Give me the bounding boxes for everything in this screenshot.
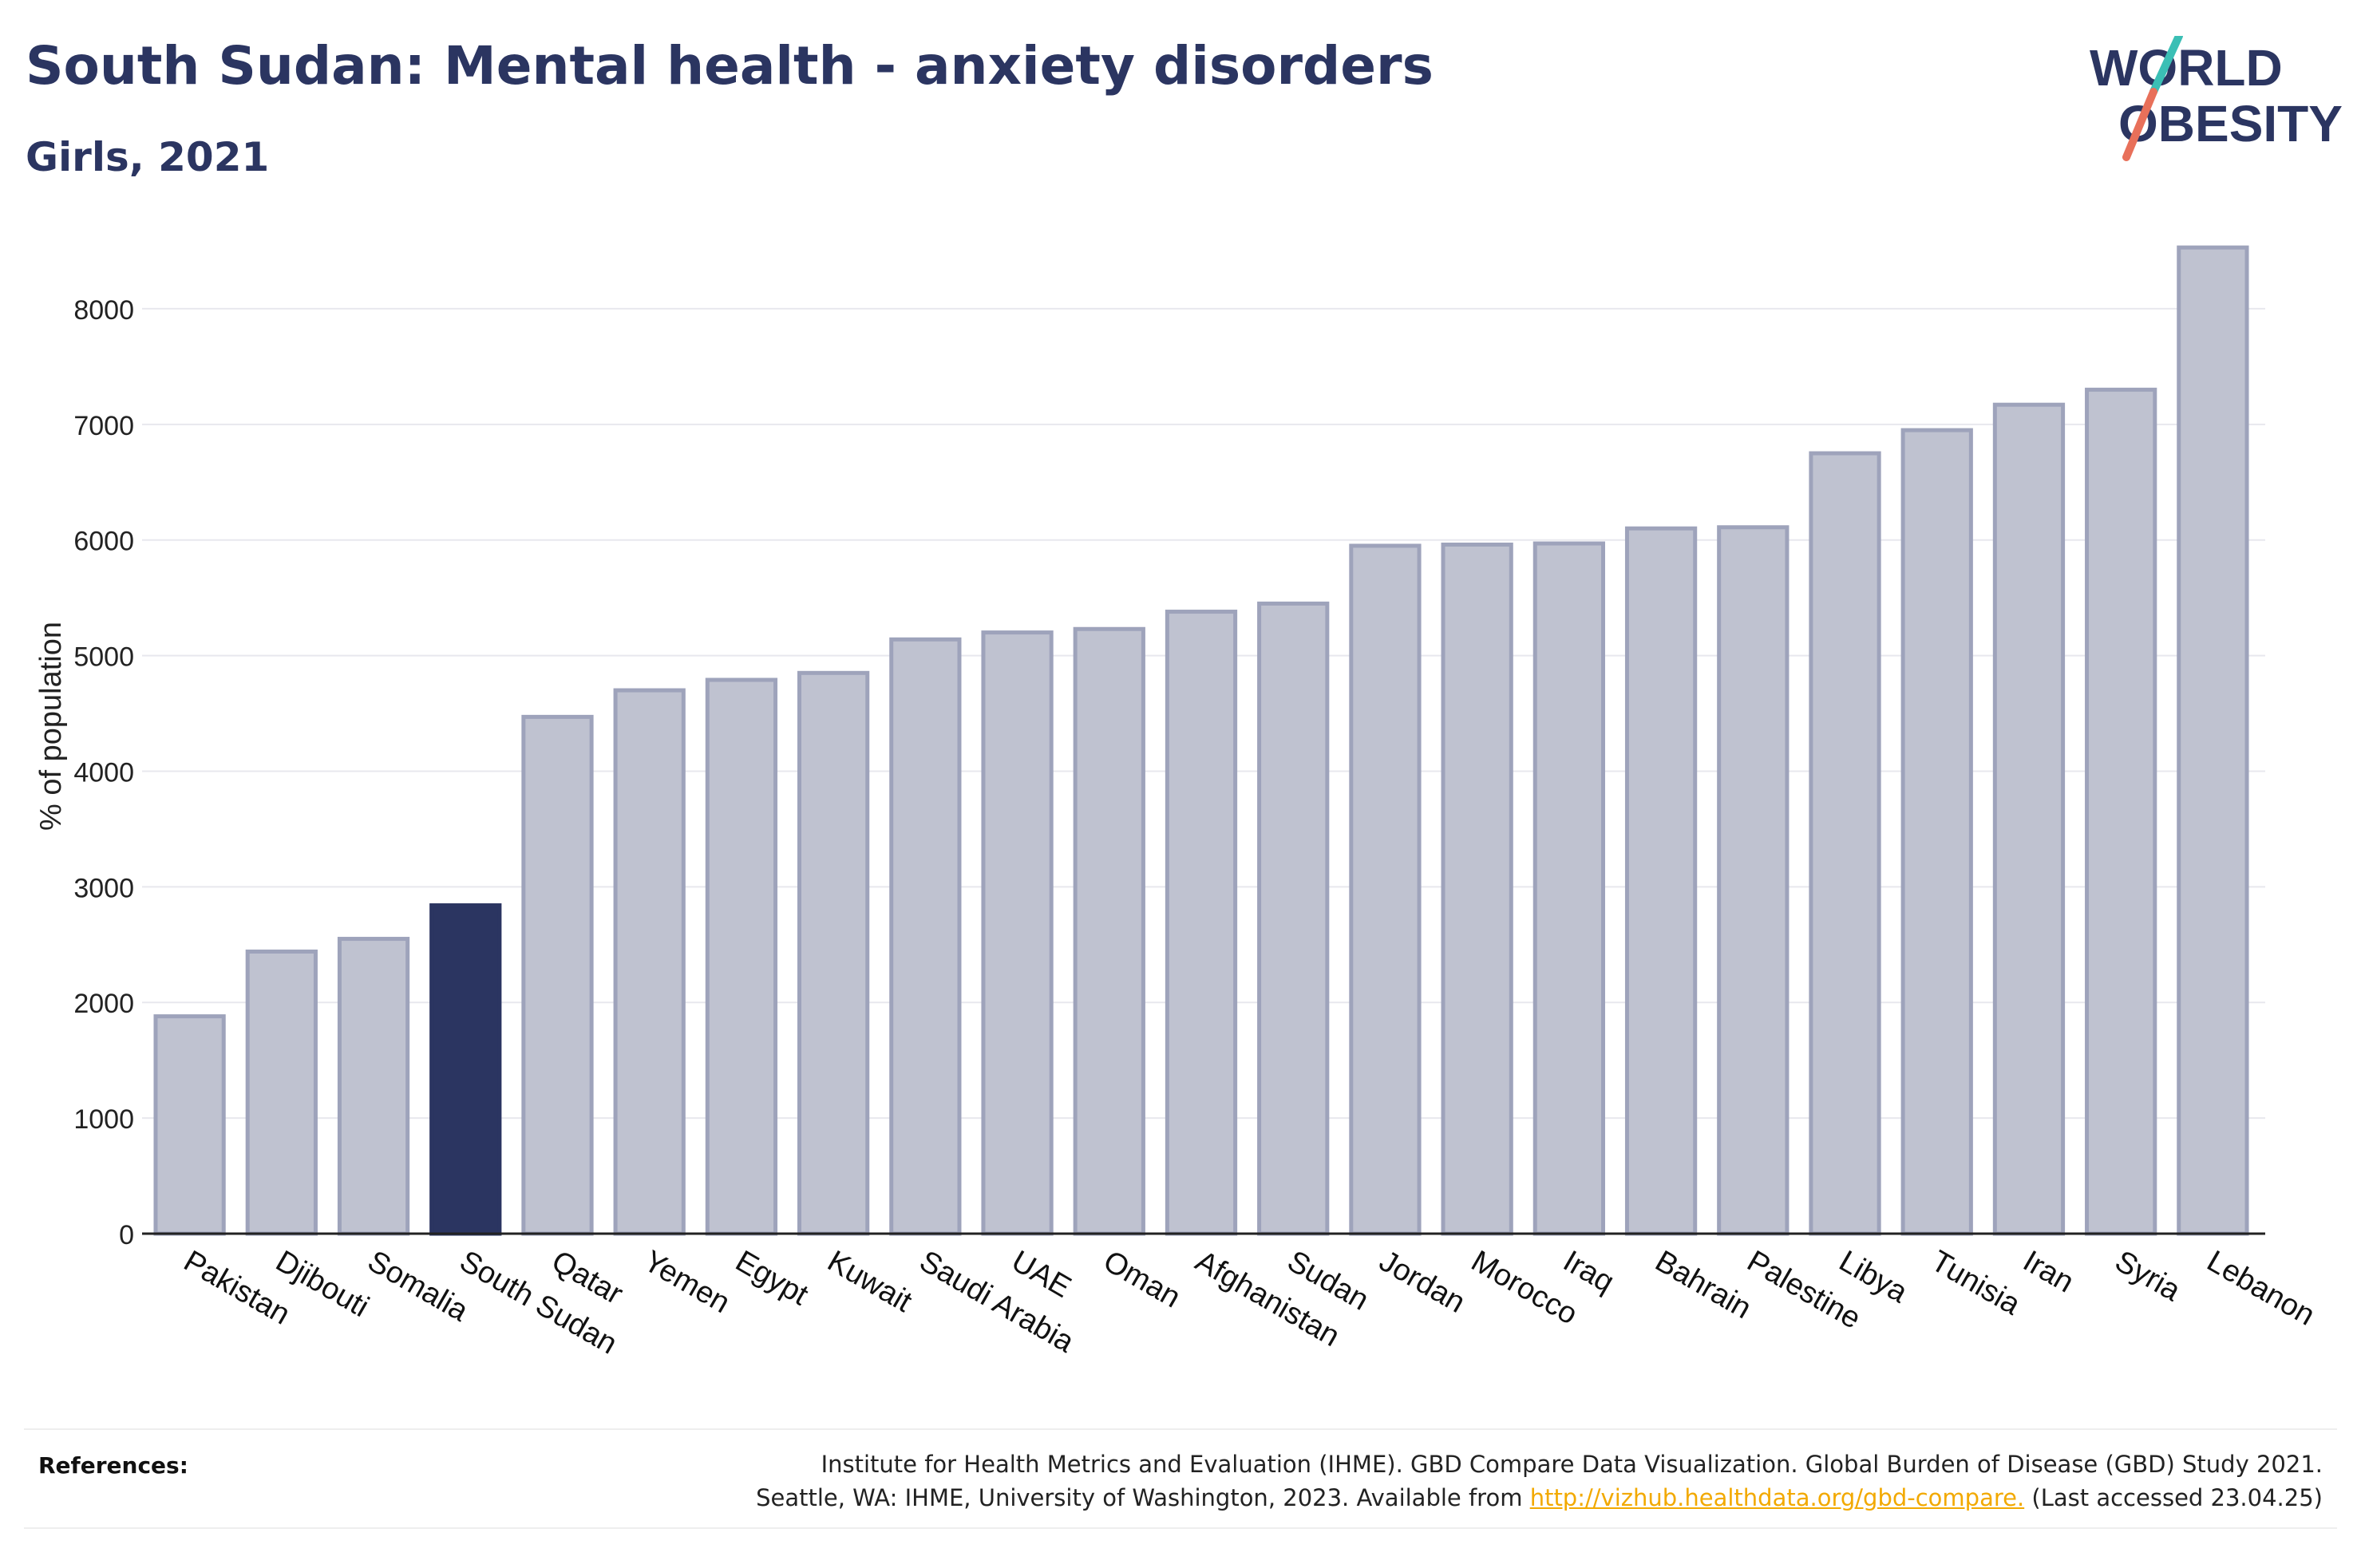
- bar-jordan: [1349, 543, 1422, 1236]
- x-tick-label: Tunisia: [1925, 1244, 2027, 1321]
- bar-uae: [981, 630, 1054, 1236]
- x-tick-label: Saudi Arabia: [914, 1244, 1080, 1360]
- bar-afghanistan: [1165, 610, 1238, 1236]
- x-tick-label: Jordan: [1374, 1244, 1471, 1319]
- bar-saudi-arabia: [889, 637, 962, 1236]
- bar-qatar: [521, 714, 594, 1236]
- x-tick-label: Kuwait: [822, 1244, 918, 1319]
- bar-egypt: [705, 677, 778, 1236]
- references-text: Institute for Health Metrics and Evaluat…: [756, 1448, 2323, 1515]
- logo-text-obesity: OBESITY: [2118, 95, 2343, 152]
- bar-iran: [1992, 402, 2066, 1236]
- bar-iraq: [1532, 541, 1606, 1236]
- bar-libya: [1809, 451, 1881, 1236]
- bar-oman: [1073, 626, 1145, 1236]
- bar-tunisia: [1900, 428, 1973, 1236]
- y-tick-label: 8000: [73, 295, 134, 326]
- x-tick-label: Bahrain: [1650, 1244, 1757, 1325]
- page-title: South Sudan: Mental health - anxiety dis…: [26, 35, 1434, 97]
- page-subtitle: Girls, 2021: [26, 134, 270, 180]
- references-line-1: Institute for Health Metrics and Evaluat…: [821, 1451, 2323, 1478]
- x-tick-label: Somalia: [362, 1244, 475, 1328]
- references-line-2: Seattle, WA: IHME, University of Washing…: [756, 1481, 2323, 1515]
- bar-somalia: [337, 937, 410, 1236]
- y-tick-label: 3000: [73, 873, 134, 903]
- x-tick-label: Morocco: [1465, 1244, 1583, 1331]
- references-panel: References: Institute for Health Metrics…: [24, 1428, 2337, 1529]
- references-label: References:: [38, 1452, 188, 1479]
- y-axis-label: % of population: [34, 622, 68, 831]
- logo-slash-coral: [2122, 88, 2157, 161]
- x-tick-label: Pakistan: [178, 1244, 295, 1331]
- logo-slash-teal: [2149, 36, 2183, 96]
- bar-chart: 0 1000 2000 3000 4000 5000 6000 7000 8000 Pakista…: [34, 245, 2320, 1361]
- y-tick-label: 5000: [73, 642, 134, 673]
- bar-morocco: [1441, 542, 1513, 1236]
- x-tick-label: Iran: [2017, 1244, 2079, 1299]
- logo-text-world: WORLD: [2090, 39, 2283, 97]
- x-tick-label: Syria: [2110, 1244, 2187, 1308]
- bar-bahrain: [1624, 526, 1698, 1236]
- x-tick-label: Egypt: [730, 1244, 814, 1312]
- y-tick-label: 0: [119, 1220, 134, 1250]
- bar-south-sudan: [429, 903, 502, 1236]
- bar-yemen: [613, 688, 686, 1236]
- x-tick-label: Lebanon: [2201, 1244, 2320, 1332]
- world-obesity-logo: WORLD OBESITY: [2090, 36, 2343, 161]
- y-tick-label: 6000: [73, 527, 134, 557]
- references-line-2-prefix: Seattle, WA: IHME, University of Washing…: [756, 1484, 1530, 1511]
- bar-syria: [2085, 387, 2157, 1236]
- bar-palestine: [1717, 525, 1790, 1236]
- bar-lebanon: [2177, 245, 2249, 1236]
- y-tick-label: 7000: [73, 411, 134, 441]
- x-tick-label: Iraq: [1557, 1244, 1619, 1299]
- references-line-2-suffix: (Last accessed 23.04.25): [2024, 1484, 2323, 1511]
- bar-kuwait: [797, 670, 870, 1236]
- x-tick-label: Yemen: [638, 1244, 735, 1320]
- bar-pakistan: [153, 1014, 226, 1236]
- y-tick-label: 4000: [73, 757, 134, 788]
- y-tick-label: 2000: [73, 989, 134, 1019]
- bar-djibouti: [245, 949, 318, 1236]
- bar-sudan: [1257, 601, 1330, 1236]
- bars: [153, 245, 2249, 1236]
- references-link[interactable]: http://vizhub.healthdata.org/gbd-compare…: [1529, 1484, 2025, 1511]
- y-tick-label: 1000: [73, 1104, 134, 1135]
- x-tick-label: Oman: [1097, 1244, 1186, 1314]
